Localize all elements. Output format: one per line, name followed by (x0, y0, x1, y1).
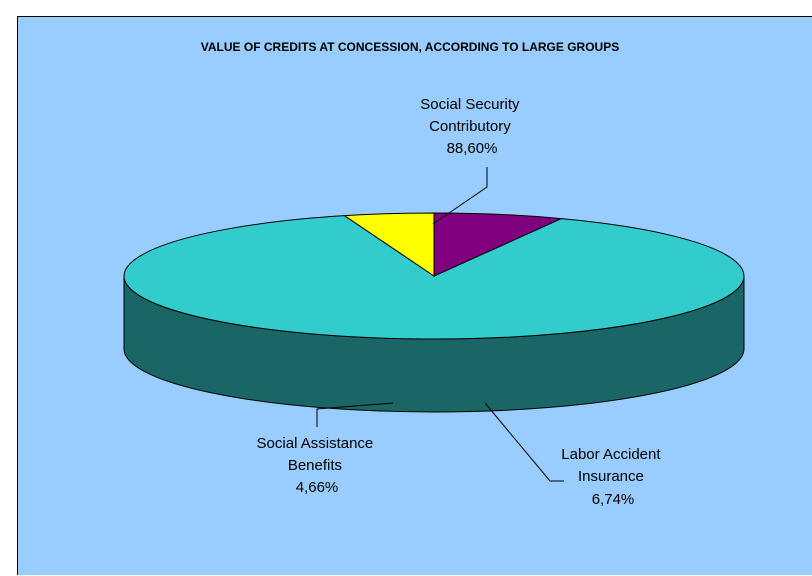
pie-slice-social-security (123, 215, 745, 340)
slice-label-line: Labor Accident (561, 446, 661, 463)
pie-chart: VALUE OF CREDITS AT CONCESSION, ACCORDIN… (123, 40, 745, 508)
chart-area: VALUE OF CREDITS AT CONCESSION, ACCORDIN… (17, 16, 812, 575)
leader-lines (316, 167, 564, 482)
leader-social-assistance (316, 402, 394, 427)
pie-tops (123, 212, 745, 340)
slice-label-line: Insurance (578, 468, 644, 485)
slice-value-label: 88,60% (447, 140, 498, 157)
slice-value-label: 6,74% (592, 491, 635, 508)
pie-slice-labor-accident (433, 212, 564, 277)
slice-label-line: Social Security (420, 96, 520, 113)
chart-title: VALUE OF CREDITS AT CONCESSION, ACCORDIN… (201, 40, 619, 54)
pie-slice-social-assistance (343, 212, 435, 277)
slice-label-social-assistance: Social Assistance Benefits 4,66% (257, 435, 378, 496)
leader-social-security (432, 167, 488, 225)
slice-label-line: Social Assistance (257, 435, 374, 452)
leader-labor-accident (484, 402, 564, 482)
slice-label-labor-accident: Labor Accident Insurance 6,74% (561, 446, 664, 508)
slice-label-line: Benefits (288, 457, 342, 474)
slice-label-line: Contributory (429, 118, 511, 135)
slice-value-label: 4,66% (296, 479, 339, 496)
slice-label-social-security: Social Security Contributory 88,60% (420, 96, 523, 157)
